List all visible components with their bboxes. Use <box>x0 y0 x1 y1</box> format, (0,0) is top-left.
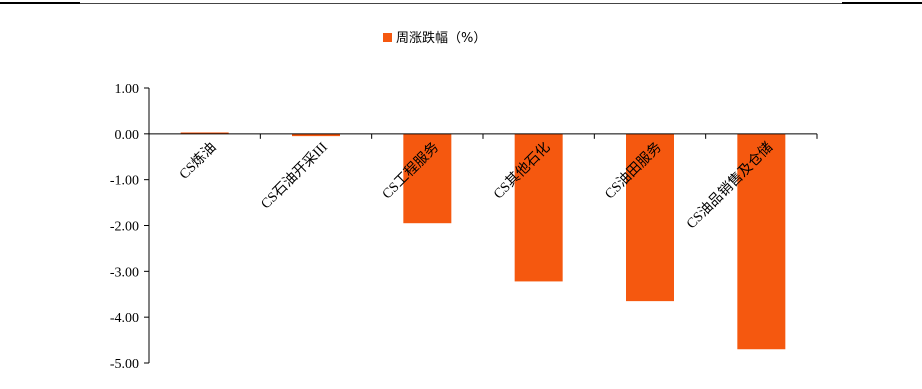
y-tick-label: 0.00 <box>115 128 140 143</box>
bars <box>180 132 786 350</box>
x-axis <box>148 133 818 139</box>
y-tick-label: -3.00 <box>110 265 139 280</box>
y-tick-label: -4.00 <box>110 311 139 326</box>
y-tick-label: -1.00 <box>110 174 139 189</box>
y-tick-label: -2.00 <box>110 220 139 235</box>
legend-label: 周涨跌幅（%） <box>396 30 486 46</box>
category-label: CS炼油 <box>176 139 219 182</box>
y-tick-label: -5.00 <box>110 357 139 372</box>
bar <box>403 133 452 224</box>
bar <box>292 133 340 137</box>
header-rule-left <box>0 2 80 4</box>
y-tick-label: 1.00 <box>115 82 140 97</box>
legend-swatch <box>383 33 392 42</box>
legend: 周涨跌幅（%） <box>383 30 486 46</box>
header-rule-right <box>842 2 922 4</box>
category-label: CS石油开采III <box>258 139 331 212</box>
category-labels: CS炼油 CS石油开采III CS工程服务 CS其他石化 CS油田服务 CS油品销售及仓储 <box>176 139 776 232</box>
bar <box>180 132 229 134</box>
bar <box>737 133 786 350</box>
y-axis: 1.00 0.00 -1.00 -2.00 -3.00 -4.00 -5.00 <box>110 82 150 372</box>
bar <box>626 133 674 302</box>
bar <box>514 133 563 282</box>
header-rule-middle <box>80 3 842 4</box>
